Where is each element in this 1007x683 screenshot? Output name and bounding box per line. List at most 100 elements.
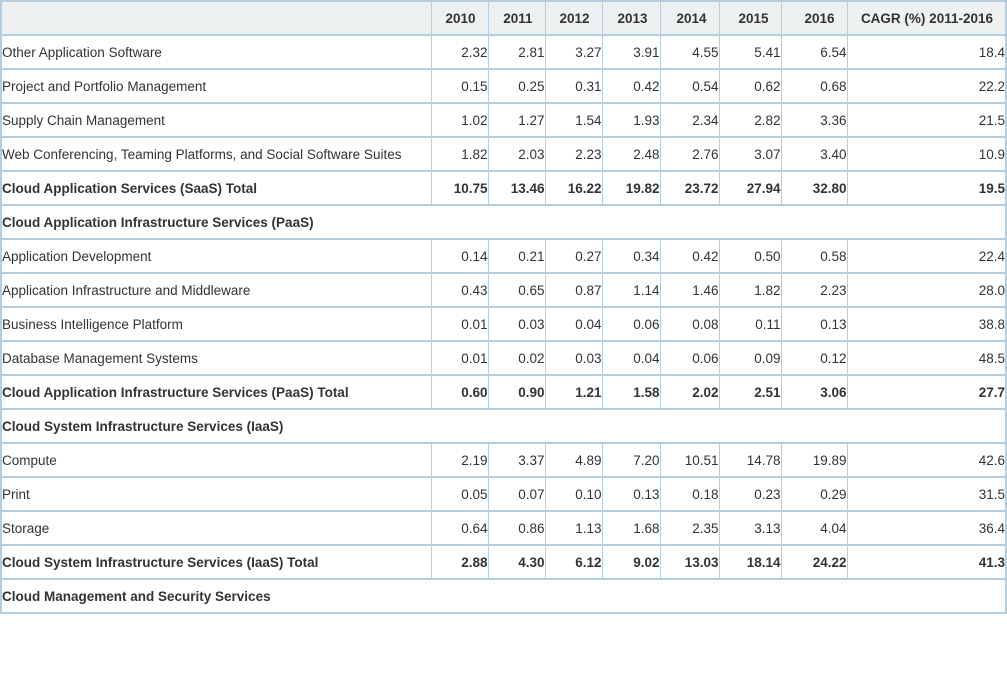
value-cell: 24.22	[780, 544, 848, 580]
table-row: Project and Portfolio Management 0.15 0.25…	[0, 68, 1007, 104]
value-cell: 18.14	[718, 544, 782, 580]
value-cell: 0.06	[659, 340, 720, 376]
value-cell: 0.23	[718, 476, 782, 512]
section-row: Cloud System Infrastructure Services (Ia…	[0, 408, 1007, 444]
column-header-2012: 2012	[544, 0, 603, 36]
value-cell: 3.91	[601, 34, 661, 70]
table-row: Print 0.05 0.07 0.10 0.13 0.18 0.23 0.29 31.5	[0, 476, 1007, 512]
value-cell: 0.68	[780, 68, 848, 104]
value-cell: 3.40	[780, 136, 848, 172]
cagr-cell: 31.5	[846, 476, 1007, 512]
value-cell: 13.03	[659, 544, 720, 580]
value-cell: 0.21	[487, 238, 546, 274]
value-cell: 16.22	[544, 170, 603, 206]
value-cell: 0.06	[601, 306, 661, 342]
row-label-cell: Supply Chain Management	[0, 102, 432, 138]
value-cell: 4.30	[487, 544, 546, 580]
value-cell: 0.27	[544, 238, 603, 274]
section-row: Cloud Management and Security Services	[0, 578, 1007, 614]
cagr-cell: 19.5	[846, 170, 1007, 206]
table-row: Business Intelligence Platform 0.01 0.03 0.…	[0, 306, 1007, 342]
cagr-cell: 18.4	[846, 34, 1007, 70]
row-label-cell: Storage	[0, 510, 432, 546]
value-cell: 0.04	[601, 340, 661, 376]
value-cell: 7.20	[601, 442, 661, 478]
value-cell: 0.12	[780, 340, 848, 376]
value-cell: 1.93	[601, 102, 661, 138]
row-label-cell: Compute	[0, 442, 432, 478]
value-cell: 0.01	[430, 306, 489, 342]
cagr-cell: 28.0	[846, 272, 1007, 308]
value-cell: 1.27	[487, 102, 546, 138]
table-row: Application Infrastructure and Middlewar…	[0, 272, 1007, 308]
value-cell: 0.13	[780, 306, 848, 342]
row-label-cell: Web Conferencing, Teaming Platforms, and…	[0, 136, 432, 172]
value-cell: 0.11	[718, 306, 782, 342]
value-cell: 0.03	[544, 340, 603, 376]
value-cell: 0.10	[544, 476, 603, 512]
column-header-2015: 2015	[718, 0, 782, 36]
value-cell: 1.02	[430, 102, 489, 138]
value-cell: 10.51	[659, 442, 720, 478]
value-cell: 6.12	[544, 544, 603, 580]
table-row: Other Application Software 2.32 2.81 3.27 3.…	[0, 34, 1007, 70]
value-cell: 2.82	[718, 102, 782, 138]
cagr-cell: 10.9	[846, 136, 1007, 172]
value-cell: 0.05	[430, 476, 489, 512]
value-cell: 3.07	[718, 136, 782, 172]
value-cell: 0.31	[544, 68, 603, 104]
value-cell: 2.32	[430, 34, 489, 70]
value-cell: 3.37	[487, 442, 546, 478]
value-cell: 2.76	[659, 136, 720, 172]
cagr-cell: 21.5	[846, 102, 1007, 138]
value-cell: 1.68	[601, 510, 661, 546]
value-cell: 3.36	[780, 102, 848, 138]
value-cell: 0.86	[487, 510, 546, 546]
value-cell: 32.80	[780, 170, 848, 206]
value-cell: 2.34	[659, 102, 720, 138]
table-row: Web Conferencing, Teaming Platforms, and…	[0, 136, 1007, 172]
value-cell: 4.04	[780, 510, 848, 546]
value-cell: 0.42	[601, 68, 661, 104]
row-label-cell: Cloud Application Infrastructure Service…	[0, 374, 432, 410]
cagr-cell: 48.5	[846, 340, 1007, 376]
value-cell: 3.27	[544, 34, 603, 70]
section-header-cell: Cloud Management and Security Services	[0, 578, 1007, 614]
section-header-cell: Cloud Application Infrastructure Service…	[0, 204, 1007, 240]
column-header-category	[0, 0, 432, 36]
column-header-cagr: CAGR (%) 2011-2016	[846, 0, 1007, 36]
value-cell: 0.43	[430, 272, 489, 308]
value-cell: 5.41	[718, 34, 782, 70]
row-label-cell: Project and Portfolio Management	[0, 68, 432, 104]
column-header-2016: 2016	[780, 0, 848, 36]
value-cell: 0.01	[430, 340, 489, 376]
value-cell: 0.58	[780, 238, 848, 274]
value-cell: 6.54	[780, 34, 848, 70]
section-header-cell: Cloud System Infrastructure Services (Ia…	[0, 408, 1007, 444]
value-cell: 19.89	[780, 442, 848, 478]
table-row: Database Management Systems 0.01 0.02 0.03 0…	[0, 340, 1007, 376]
value-cell: 13.46	[487, 170, 546, 206]
column-header-2014: 2014	[659, 0, 720, 36]
forecast-table: 2010 2011 2012 2013 2014 2015 2016 CAGR …	[0, 0, 1007, 614]
cagr-cell: 38.8	[846, 306, 1007, 342]
row-label-cell: Application Development	[0, 238, 432, 274]
value-cell: 0.14	[430, 238, 489, 274]
value-cell: 10.75	[430, 170, 489, 206]
value-cell: 1.82	[430, 136, 489, 172]
value-cell: 0.54	[659, 68, 720, 104]
value-cell: 0.03	[487, 306, 546, 342]
value-cell: 0.60	[430, 374, 489, 410]
value-cell: 0.87	[544, 272, 603, 308]
column-header-2011: 2011	[487, 0, 546, 36]
value-cell: 0.02	[487, 340, 546, 376]
value-cell: 3.06	[780, 374, 848, 410]
value-cell: 1.58	[601, 374, 661, 410]
value-cell: 4.89	[544, 442, 603, 478]
row-label-cell: Print	[0, 476, 432, 512]
column-header-2013: 2013	[601, 0, 661, 36]
value-cell: 2.48	[601, 136, 661, 172]
value-cell: 1.14	[601, 272, 661, 308]
value-cell: 2.02	[659, 374, 720, 410]
